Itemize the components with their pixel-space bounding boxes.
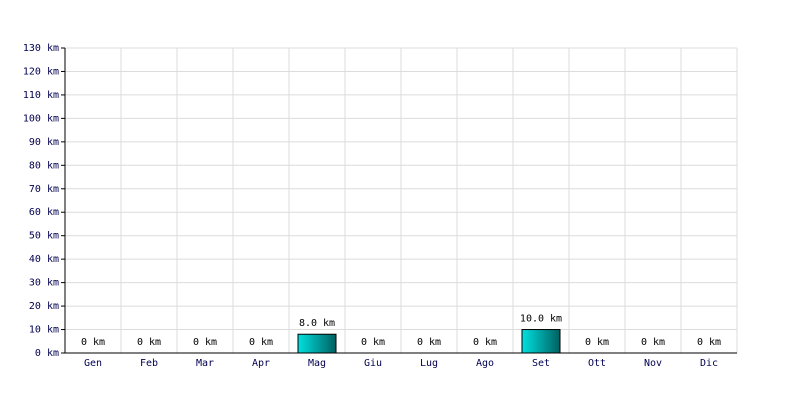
x-tick-label: Ago: [476, 358, 494, 369]
y-tick-label: 60 km: [29, 207, 59, 218]
value-label: 0 km: [417, 337, 441, 348]
value-label: 0 km: [361, 337, 385, 348]
x-tick-label: Apr: [252, 358, 270, 369]
value-label: 0 km: [193, 337, 217, 348]
y-tick-label: 50 km: [29, 231, 59, 242]
value-label: 8.0 km: [299, 318, 335, 329]
y-tick-label: 10 km: [29, 325, 59, 336]
x-tick-label: Ott: [588, 358, 606, 369]
y-tick-label: 80 km: [29, 160, 59, 171]
x-tick-label: Gen: [84, 358, 102, 369]
y-tick-label: 100 km: [23, 113, 59, 124]
x-tick-label: Mar: [196, 358, 214, 369]
x-tick-label: Lug: [420, 358, 438, 369]
value-label: 0 km: [473, 337, 497, 348]
x-tick-label: Set: [532, 358, 550, 369]
x-tick-label: Dic: [700, 358, 718, 369]
y-tick-label: 0 km: [35, 348, 59, 359]
y-tick-label: 40 km: [29, 254, 59, 265]
value-label: 0 km: [585, 337, 609, 348]
x-tick-label: Mag: [308, 358, 326, 369]
bar: [297, 333, 337, 354]
bar: [521, 329, 561, 354]
y-tick-label: 90 km: [29, 137, 59, 148]
y-tick-label: 20 km: [29, 301, 59, 312]
x-tick-label: Giu: [364, 358, 382, 369]
value-label: 0 km: [641, 337, 665, 348]
y-tick-label: 120 km: [23, 66, 59, 77]
y-tick-label: 70 km: [29, 184, 59, 195]
value-label: 0 km: [697, 337, 721, 348]
y-tick-label: 30 km: [29, 278, 59, 289]
y-tick-label: 110 km: [23, 90, 59, 101]
value-label: 10.0 km: [520, 314, 562, 325]
value-label: 0 km: [249, 337, 273, 348]
y-tick-label: 130 km: [23, 43, 59, 54]
x-tick-label: Feb: [140, 358, 158, 369]
value-label: 0 km: [137, 337, 161, 348]
x-tick-label: Nov: [644, 358, 662, 369]
value-label: 0 km: [81, 337, 105, 348]
